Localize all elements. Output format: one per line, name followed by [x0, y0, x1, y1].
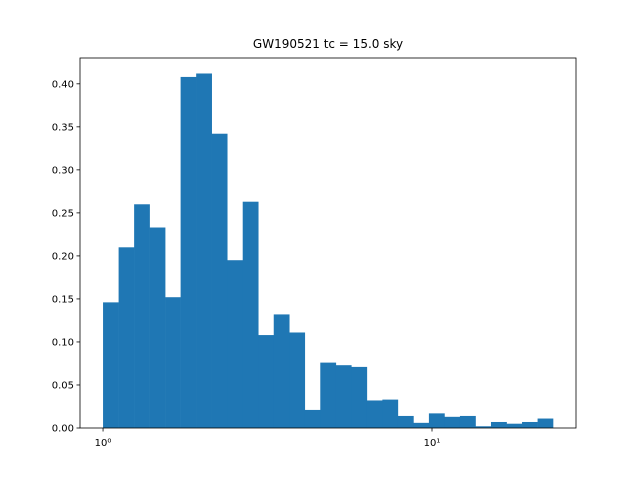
bar	[537, 418, 554, 428]
y-tick-label: 0.25	[52, 208, 74, 219]
bar	[196, 73, 212, 428]
bar	[459, 415, 476, 428]
y-tick-label: 0.35	[52, 122, 74, 133]
bar	[397, 415, 414, 428]
bar	[490, 421, 507, 428]
bar	[227, 260, 244, 428]
bar	[304, 409, 321, 428]
y-tick-label: 0.40	[52, 79, 74, 90]
bar	[413, 422, 430, 428]
bar	[273, 314, 290, 428]
y-tick-label: 0.30	[52, 165, 74, 176]
y-tick-label: 0.00	[52, 424, 74, 435]
x-tick-label: 10¹	[424, 438, 441, 449]
bar	[366, 400, 383, 428]
bar	[506, 423, 523, 428]
y-tick-label: 0.20	[52, 251, 74, 262]
bar	[103, 302, 119, 428]
bar	[428, 413, 445, 428]
bar	[475, 426, 492, 428]
chart-title: GW190521 tc = 15.0 sky	[253, 37, 403, 51]
bar	[180, 76, 197, 428]
y-tick-label: 0.15	[52, 294, 74, 305]
bar	[149, 227, 166, 428]
y-tick-label: 0.05	[52, 380, 74, 391]
x-tick-label: 10⁰	[95, 438, 112, 449]
y-tick-label: 0.10	[52, 337, 74, 348]
bar	[211, 133, 228, 428]
bar	[118, 247, 135, 428]
bar	[134, 204, 150, 428]
bar	[320, 362, 337, 428]
bar	[444, 416, 461, 428]
bar	[289, 332, 306, 428]
bar	[522, 421, 538, 428]
bar	[335, 365, 352, 428]
bar	[242, 201, 259, 428]
bar	[165, 297, 181, 428]
bar	[382, 399, 399, 428]
bar	[351, 366, 368, 428]
plot-frame	[79, 57, 577, 429]
bar	[258, 335, 275, 428]
